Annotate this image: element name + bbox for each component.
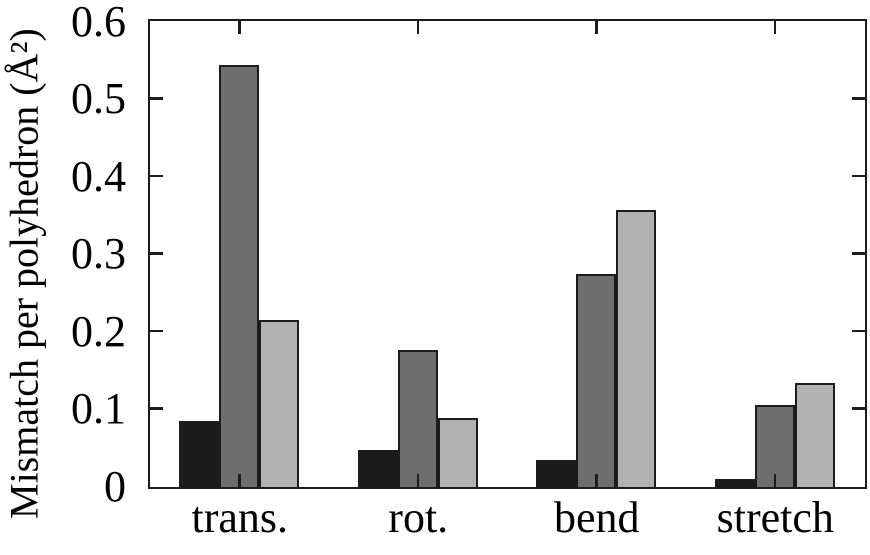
y-tick-left bbox=[150, 252, 163, 255]
bar-dark-gray-bars-rot bbox=[397, 349, 438, 487]
bar-black-bars-trans bbox=[179, 421, 220, 487]
y-tick-right bbox=[852, 97, 865, 100]
y-tick-label: 0.5 bbox=[71, 74, 126, 123]
bar-dark-gray-bars-stretch bbox=[754, 404, 795, 487]
bar-dark-gray-bars-bend bbox=[576, 273, 617, 487]
y-tick-label: 0.6 bbox=[71, 0, 126, 46]
y-tick-right bbox=[852, 329, 865, 333]
x-category-label: bend bbox=[553, 493, 640, 542]
x-category-label: stretch bbox=[716, 493, 834, 542]
bar-light-gray-bars-bend bbox=[616, 209, 657, 487]
x-tick-bottom bbox=[416, 474, 419, 487]
x-category-label: rot. bbox=[388, 493, 449, 542]
bar-light-gray-bars-trans bbox=[259, 320, 300, 487]
y-tick-label: 0.3 bbox=[71, 229, 126, 278]
y-tick-left bbox=[150, 97, 163, 100]
y-tick-label: 0 bbox=[104, 461, 126, 511]
y-tick-label: 0.4 bbox=[71, 151, 126, 201]
x-category-label: trans. bbox=[191, 493, 289, 542]
bar-black-bars-stretch bbox=[714, 479, 755, 487]
x-tick-top bbox=[238, 21, 241, 34]
y-tick-left bbox=[150, 174, 163, 178]
bar-dark-gray-bars-trans bbox=[219, 64, 260, 487]
y-tick-right bbox=[852, 252, 865, 255]
bar-light-gray-bars-stretch bbox=[794, 383, 835, 487]
y-tick-right bbox=[852, 407, 865, 410]
x-tick-bottom bbox=[238, 474, 241, 487]
bar-black-bars-rot bbox=[357, 449, 398, 487]
x-tick-top bbox=[416, 21, 419, 34]
y-tick-right bbox=[852, 174, 865, 178]
bar-black-bars-bend bbox=[536, 459, 577, 487]
y-tick-label: 0.2 bbox=[71, 306, 126, 356]
x-tick-bottom bbox=[773, 474, 776, 487]
x-tick-top bbox=[595, 21, 598, 34]
plot-area bbox=[148, 19, 867, 489]
bar-light-gray-bars-rot bbox=[437, 418, 478, 487]
y-tick-left bbox=[150, 407, 163, 410]
y-tick-left bbox=[150, 329, 163, 333]
x-tick-bottom bbox=[595, 474, 598, 487]
y-tick-label: 0.1 bbox=[71, 384, 126, 433]
x-tick-top bbox=[773, 21, 776, 34]
